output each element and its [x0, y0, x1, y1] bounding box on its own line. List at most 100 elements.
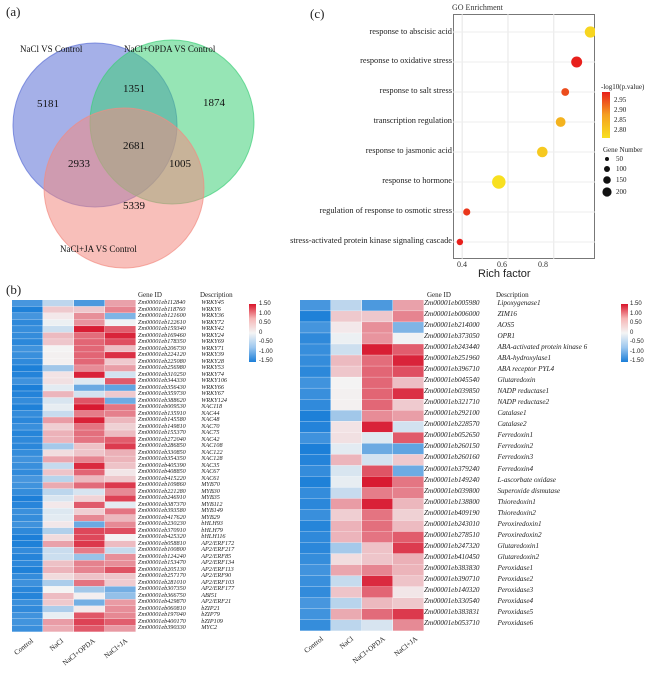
go-plot-frame	[453, 14, 595, 259]
heatmap-cell	[74, 540, 105, 548]
heatmap-cell	[393, 443, 424, 455]
gene-description: NAC35	[201, 461, 220, 469]
heatmap-cell	[12, 612, 43, 619]
heatmap-cell	[105, 306, 136, 313]
heatmap-cell	[12, 397, 43, 404]
heatmap-cell	[74, 417, 105, 424]
heatmap-cell	[74, 560, 105, 567]
heatmap-cell	[331, 498, 362, 510]
venn-set-3-title: NaCl+JA VS Control	[60, 244, 137, 254]
heatmap-cell	[393, 421, 424, 433]
heatmap-cell	[74, 475, 105, 482]
heatmap-cell	[362, 542, 393, 554]
heatmap-cell	[362, 421, 393, 433]
heatmap-cell	[105, 345, 136, 352]
go-point	[537, 146, 548, 158]
heatmap-cell	[12, 430, 43, 437]
gene-id: Zm00001eb415220	[138, 474, 186, 482]
heatmap-cell	[43, 371, 74, 378]
heatmap-cell	[43, 521, 74, 528]
heatmap-cell	[393, 465, 424, 477]
heatmap-cell	[12, 345, 43, 352]
heatmap-cell	[12, 332, 43, 339]
heatmap-left-rows: Zm00001eb112840 WRKY45 Zm00001eb118760 WRKY…	[138, 299, 278, 632]
heatmap-cell	[74, 397, 105, 404]
heatmap-cell	[74, 501, 105, 509]
heatmap-cell	[393, 454, 424, 466]
heatmap-cell	[300, 454, 331, 466]
heatmap-cell	[331, 344, 362, 355]
gene-description: MYB70	[201, 481, 220, 489]
heatmap-cell	[43, 456, 74, 463]
gene-description: AP2/ERF177	[201, 585, 235, 593]
heatmap-cell	[12, 508, 43, 515]
gene-id: Zm00001eb383831	[424, 607, 480, 616]
heatmap-cell	[74, 586, 105, 593]
heatmap-cell	[362, 366, 393, 377]
scale-tick-label: 1.50	[630, 301, 642, 307]
heatmap-cell	[331, 520, 362, 532]
gene-description: NAC128	[201, 455, 223, 463]
heatmap-cell	[331, 377, 362, 388]
heatmap-cell	[105, 599, 136, 606]
gene-description: AP2/ERF85	[201, 552, 232, 560]
heatmap-cell	[12, 456, 43, 463]
gene-id: Zm00001eb169460	[138, 331, 186, 339]
gene-id: Zm00001eb383830	[424, 563, 480, 572]
heatmap-cell	[393, 476, 424, 488]
heatmap-cell	[393, 619, 424, 631]
heatmap-cell	[12, 566, 43, 574]
gene-description: AP2/ERF21	[201, 598, 232, 606]
heatmap-cell	[105, 423, 136, 430]
heatmap-cell	[74, 332, 105, 339]
heatmap-cell	[74, 514, 105, 522]
heatmap-cell	[43, 313, 74, 320]
heatmap-cell	[12, 391, 43, 398]
description-header: Description	[200, 291, 233, 299]
panel-a-label: (a)	[6, 4, 21, 19]
gene-id: Zm00001eb140320	[424, 585, 480, 594]
gene-id: Zm00001eb124240	[138, 552, 186, 560]
gene-description: NAC70	[201, 422, 220, 430]
gene-id: Zm00001eb225080	[138, 357, 186, 365]
heatmap-cell	[74, 313, 105, 320]
heatmap-cell	[300, 443, 331, 455]
heatmap-cell	[331, 586, 362, 598]
gene-description: WRKY67	[201, 390, 224, 398]
go-term-label: regulation of response to osmotic stress	[319, 206, 452, 215]
go-term-label: transcription regulation	[373, 116, 452, 125]
gene-description: MYB30	[201, 487, 220, 495]
gene-id: Zm00001eb373050	[424, 332, 480, 341]
gene-description: WRKY45	[201, 299, 224, 306]
heatmap-cell	[12, 573, 43, 580]
heatmap-cell	[331, 300, 362, 311]
heatmap-cell	[43, 352, 74, 359]
gene-id: Zm00001eb178350	[138, 338, 186, 346]
gene-description: WRKY28	[201, 357, 224, 365]
heatmap-cell	[12, 521, 43, 528]
panel-c-label: (c)	[310, 6, 325, 21]
heatmap-cell	[12, 469, 43, 476]
heatmap-cell	[393, 366, 424, 377]
heatmap-right-grid	[300, 300, 424, 631]
heatmap-cell	[105, 339, 136, 346]
gene-id: Zm00001eb205130	[138, 565, 186, 573]
heatmap-cell	[105, 456, 136, 463]
heatmap-cell	[105, 612, 136, 619]
gene-id: Zm00001eb393580	[138, 507, 186, 515]
go-x-tick: 0.8	[538, 260, 548, 269]
heatmap-cell	[43, 508, 74, 515]
heatmap-cell	[105, 488, 136, 495]
gene-id: Zm00001eb243440	[424, 343, 480, 352]
scale-tick-label: 1.00	[630, 310, 642, 317]
heatmap-cell	[393, 377, 424, 388]
heatmap-cell	[105, 560, 136, 567]
gene-description: WRKY69	[201, 338, 224, 346]
heatmap-cell	[393, 322, 424, 333]
heatmap-cell	[362, 300, 393, 311]
gene-description: WRKY39	[201, 351, 224, 359]
heatmap-cell	[43, 501, 74, 509]
heatmap-cell	[393, 564, 424, 576]
gene-description: bHLH79	[201, 526, 223, 534]
gene-id: Zm00001eb409190	[424, 508, 480, 517]
